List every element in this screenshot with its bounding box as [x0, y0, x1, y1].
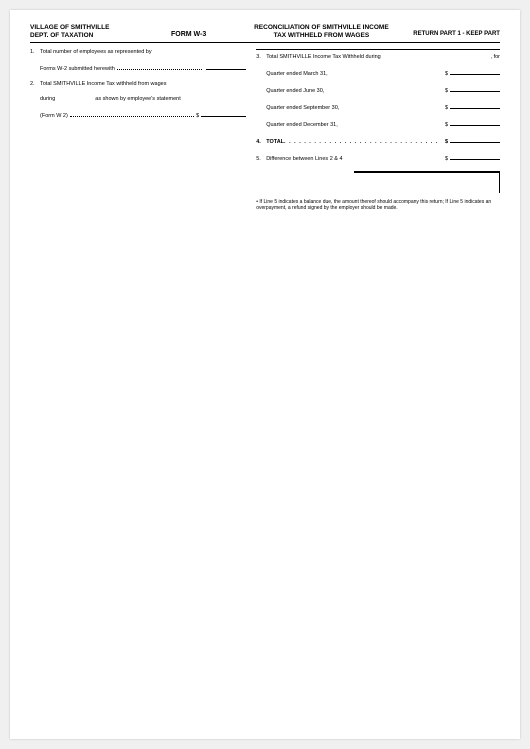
q4-dollar: $	[440, 122, 448, 128]
item4-number: 4.	[256, 139, 266, 145]
q2-dollar: $	[440, 88, 448, 94]
item3-text: Total SMITHVILLE Income Tax Withheld dur…	[266, 54, 490, 60]
item2-during-line: during as shown by employee's statement	[40, 96, 246, 102]
return-instruction: RETURN PART 1 - KEEP PART	[406, 24, 500, 40]
q4-blank[interactable]	[450, 120, 500, 126]
item5-blank[interactable]	[450, 154, 500, 160]
total-dollar: $	[440, 139, 448, 145]
item2-number: 2.	[30, 81, 40, 87]
item1-sub-text: Forms W-2 submitted herewith	[40, 66, 115, 72]
right-column: 3. Total SMITHVILLE Income Tax Withheld …	[256, 49, 500, 212]
title-line2: TAX WITHHELD FROM WAGES	[237, 32, 406, 40]
q3-blank[interactable]	[450, 103, 500, 109]
item-3: 3. Total SMITHVILLE Income Tax Withheld …	[256, 54, 500, 60]
item2-formw2-line: (Form W 2) $	[40, 111, 246, 119]
item1-subline: Forms W-2 submitted herewith	[40, 64, 246, 72]
q2-label: Quarter ended June 30,	[266, 88, 440, 94]
q3-label: Quarter ended September 30,	[266, 105, 440, 111]
quarter-4-row: Quarter ended December 31, $	[256, 120, 500, 128]
item-5: 5. Difference between Lines 2 & 4 $	[256, 154, 500, 162]
item2-formw2: (Form W 2)	[40, 113, 68, 119]
quarter-3-row: Quarter ended September 30, $	[256, 103, 500, 111]
result-box	[354, 171, 500, 193]
quarter-1-row: Quarter ended March 31, $	[256, 69, 500, 77]
form-page: VILLAGE OF SMITHVILLE DEPT. OF TAXATION …	[10, 10, 520, 739]
q1-blank[interactable]	[450, 69, 500, 75]
quarter-2-row: Quarter ended June 30, $	[256, 86, 500, 94]
item2-statement: as shown by employee's statement	[95, 96, 180, 102]
item5-number: 5.	[256, 156, 266, 162]
item2-during: during	[40, 96, 55, 102]
item1-text: Total number of employees as represented…	[40, 49, 246, 55]
form-title: RECONCILIATION OF SMITHVILLE INCOME TAX …	[237, 24, 406, 40]
item-1: 1. Total number of employees as represen…	[30, 49, 246, 55]
item5-dollar: $	[440, 156, 448, 162]
item2-blank[interactable]	[201, 111, 246, 117]
q4-label: Quarter ended December 31,	[266, 122, 440, 128]
for-label: , for	[491, 54, 500, 60]
dept-name: DEPT. OF TAXATION	[30, 32, 171, 40]
dollar-sign: $	[196, 113, 199, 119]
form-number: FORM W-3	[171, 24, 237, 40]
q1-label: Quarter ended March 31,	[266, 71, 440, 77]
dots-fill	[117, 65, 202, 70]
village-name: VILLAGE OF SMITHVILLE	[30, 24, 171, 32]
q3-dollar: $	[440, 105, 448, 111]
dots-fill-2	[70, 112, 194, 117]
item-4: 4. TOTAL . . . . . . . . . . . . . . . .…	[256, 137, 500, 145]
total-blank[interactable]	[450, 137, 500, 143]
footnote-text: • If Line 5 indicates a balance due, the…	[256, 199, 500, 212]
item-2: 2. Total SMITHVILLE Income Tax withheld …	[30, 81, 246, 87]
q1-dollar: $	[440, 71, 448, 77]
item5-text: Difference between Lines 2 & 4	[266, 156, 440, 162]
item3-number: 3.	[256, 54, 266, 60]
item1-blank[interactable]	[206, 64, 246, 70]
form-body: 1. Total number of employees as represen…	[30, 49, 500, 212]
header-issuer: VILLAGE OF SMITHVILLE DEPT. OF TAXATION	[30, 24, 171, 40]
left-column: 1. Total number of employees as represen…	[30, 49, 246, 212]
form-header: VILLAGE OF SMITHVILLE DEPT. OF TAXATION …	[30, 24, 500, 43]
q2-blank[interactable]	[450, 86, 500, 92]
item1-number: 1.	[30, 49, 40, 55]
total-dots: . . . . . . . . . . . . . . . . . . . . …	[284, 139, 440, 145]
title-line1: RECONCILIATION OF SMITHVILLE INCOME	[237, 24, 406, 32]
item2-text: Total SMITHVILLE Income Tax withheld fro…	[40, 81, 246, 87]
item4-text: TOTAL	[266, 139, 284, 145]
